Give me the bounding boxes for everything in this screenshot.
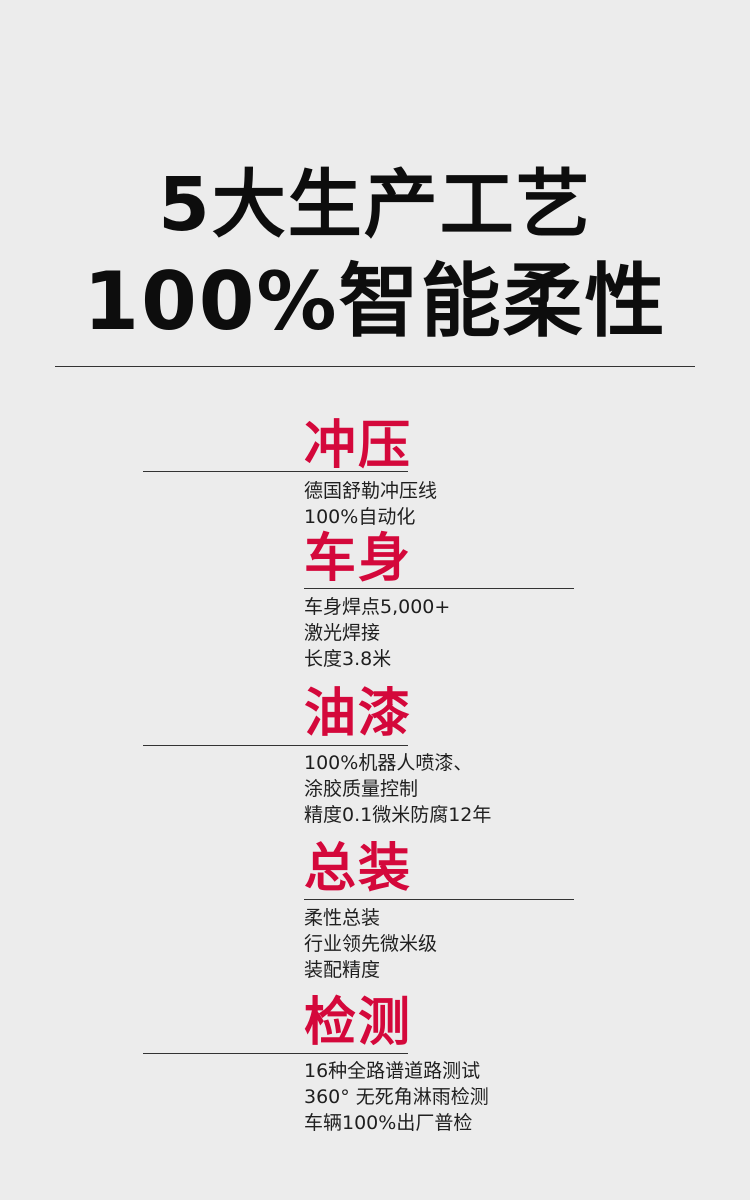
desc-line: 车辆100%出厂普检: [304, 1112, 473, 1134]
section-divider-stamping: [143, 471, 408, 472]
section-title-testing: 检测: [304, 993, 413, 1053]
section-divider-body: [304, 588, 574, 589]
desc-line: 精度0.1微米防腐12年: [304, 804, 492, 826]
headline-divider: [55, 366, 695, 367]
section-title-stamping: 冲压: [304, 416, 413, 476]
section-title-paint: 油漆: [304, 684, 413, 744]
desc-line: 柔性总装: [304, 907, 381, 929]
desc-line: 装配精度: [304, 959, 381, 981]
desc-line: 360° 无死角淋雨检测: [304, 1086, 489, 1108]
section-desc-testing: 16种全路谱道路测试 360° 无死角淋雨检测 车辆100%出厂普检: [304, 1058, 489, 1136]
section-title-assembly: 总装: [304, 839, 413, 899]
desc-line: 100%机器人喷漆、: [304, 752, 473, 774]
section-divider-assembly: [304, 899, 574, 900]
headline-line-2: 100%智能柔性: [83, 255, 667, 348]
section-divider-testing: [143, 1053, 408, 1054]
desc-line: 车身焊点5,000+: [304, 596, 451, 618]
section-desc-stamping: 德国舒勒冲压线 100%自动化: [304, 478, 437, 530]
section-desc-paint: 100%机器人喷漆、 涂胶质量控制 精度0.1微米防腐12年: [304, 750, 491, 828]
section-desc-assembly: 柔性总装 行业领先微米级 装配精度: [304, 905, 437, 983]
desc-line: 100%自动化: [304, 506, 416, 528]
headline-line-1: 5大生产工艺: [158, 162, 592, 248]
desc-line: 德国舒勒冲压线: [304, 480, 438, 502]
section-divider-paint: [143, 745, 408, 746]
desc-line: 激光焊接: [304, 622, 381, 644]
desc-line: 行业领先微米级: [304, 933, 438, 955]
desc-line: 16种全路谱道路测试: [304, 1060, 481, 1082]
desc-line: 长度3.8米: [304, 648, 392, 670]
section-title-body: 车身: [304, 529, 413, 589]
section-desc-body: 车身焊点5,000+ 激光焊接 长度3.8米: [304, 594, 450, 672]
desc-line: 涂胶质量控制: [304, 778, 419, 800]
